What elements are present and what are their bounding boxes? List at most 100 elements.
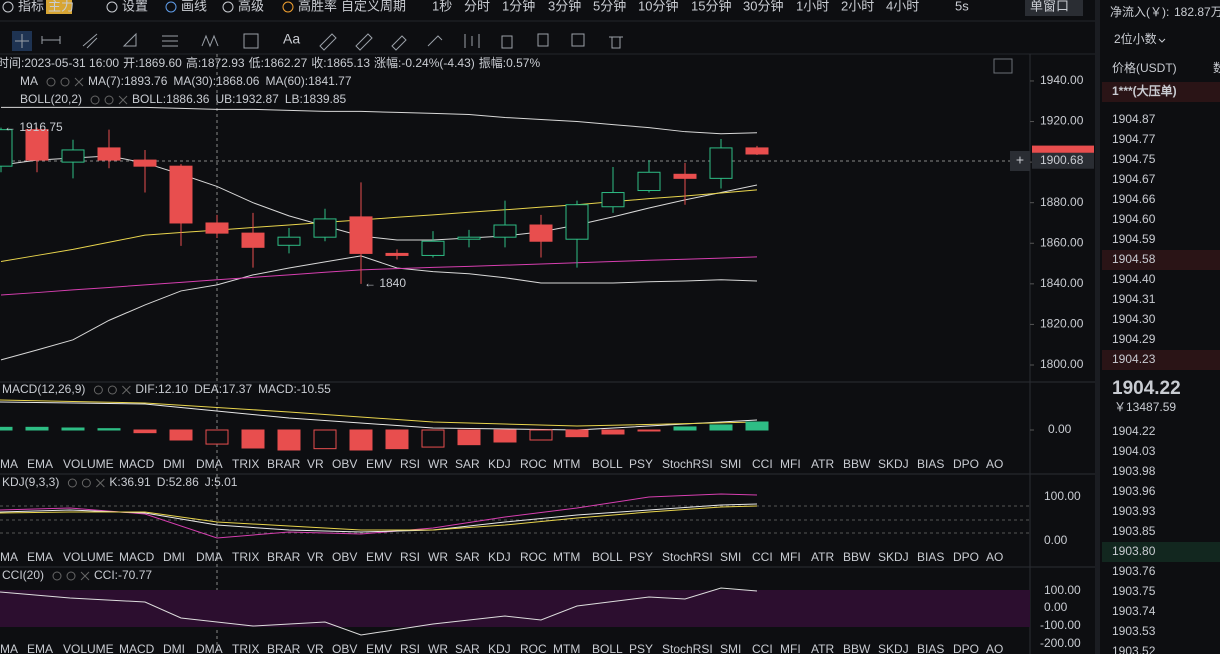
indicator-tab[interactable]: WR — [428, 642, 448, 654]
eye-icon[interactable] — [93, 385, 103, 395]
indicator-tab[interactable]: KDJ — [488, 550, 511, 564]
indicator-tab[interactable]: ROC — [520, 457, 547, 471]
close-icon[interactable] — [74, 77, 84, 87]
indicator-tab[interactable]: DMI — [163, 457, 185, 471]
toolbar-item[interactable]: 10分钟 — [638, 0, 678, 13]
indicator-tab[interactable]: KDJ — [488, 457, 511, 471]
indicator-tab[interactable]: StochRSI — [662, 457, 713, 471]
indicator-tab[interactable]: AO — [986, 642, 1003, 654]
indicator-tab[interactable]: WR — [428, 550, 448, 564]
indicator-tab[interactable]: EMV — [366, 550, 392, 564]
indicator-tab[interactable]: StochRSI — [662, 550, 713, 564]
indicator-tab[interactable]: BIAS — [917, 457, 944, 471]
toolbar-item[interactable]: 15分钟 — [691, 0, 731, 13]
eye-icon[interactable] — [46, 77, 56, 87]
plus[interactable]: + — [1016, 152, 1024, 168]
indicator-tab[interactable]: MACD — [119, 642, 155, 654]
close-icon[interactable] — [122, 385, 131, 395]
indicator-tab[interactable]: WR — [428, 457, 448, 471]
indicator-tab[interactable]: TRIX — [232, 642, 259, 654]
indicator-tab[interactable]: AO — [986, 457, 1003, 471]
toolbar-item[interactable]: 分时 — [464, 0, 490, 13]
indicator-tab[interactable]: SMI — [720, 550, 741, 564]
indicator-tab[interactable]: MA — [0, 550, 18, 564]
indicator-tab[interactable]: BBW — [843, 642, 871, 654]
eye-icon[interactable] — [52, 571, 62, 581]
indicator-tab[interactable]: PSY — [629, 642, 653, 654]
toolbar-item[interactable]: 高胜率 — [298, 0, 337, 13]
indicator-tab[interactable]: VR — [307, 642, 324, 654]
indicator-tab[interactable]: TRIX — [232, 550, 259, 564]
indicator-tab[interactable]: MTM — [553, 642, 580, 654]
indicator-tab[interactable]: VOLUME — [63, 457, 114, 471]
indicator-tab[interactable]: PSY — [629, 457, 653, 471]
indicator-tab[interactable]: DPO — [953, 642, 979, 654]
toolbar-item[interactable]: 5s — [955, 0, 969, 13]
indicator-tab[interactable]: MACD — [119, 550, 155, 564]
toolbar-item[interactable]: 4小时 — [886, 0, 919, 13]
indicator-tab[interactable]: CCI — [752, 642, 773, 654]
crosshair-plus[interactable] — [1010, 151, 1030, 171]
toolbar-item[interactable]: 指标 — [18, 0, 44, 13]
indicator-tab[interactable]: BRAR — [267, 550, 301, 564]
splitter[interactable] — [1095, 0, 1100, 654]
decimals[interactable]: 2位小数 — [1114, 31, 1157, 46]
eye-icon[interactable] — [67, 478, 77, 488]
indicator-tab[interactable]: SAR — [455, 457, 480, 471]
toolbar-item[interactable]: 1小时 — [796, 0, 829, 13]
toolbar-item[interactable]: 1秒 — [432, 0, 452, 13]
indicator-tab[interactable]: EMA — [27, 550, 53, 564]
indicator-tab[interactable]: OBV — [332, 457, 357, 471]
settings-icon[interactable] — [66, 571, 76, 581]
indicator-tab[interactable]: BOLL — [592, 642, 623, 654]
indicator-tab[interactable]: EMV — [366, 457, 392, 471]
indicator-tab[interactable]: OBV — [332, 642, 357, 654]
indicator-tab[interactable]: BBW — [843, 550, 871, 564]
indicator-tab[interactable]: DPO — [953, 457, 979, 471]
toolbar-item[interactable]: 单窗口 — [1030, 0, 1069, 13]
indicator-tab[interactable]: CCI — [752, 550, 773, 564]
indicator-tab[interactable]: SMI — [720, 457, 741, 471]
indicator-tab[interactable]: ROC — [520, 550, 547, 564]
indicator-tab[interactable]: AO — [986, 550, 1003, 564]
indicator-tab[interactable]: PSY — [629, 550, 653, 564]
toolbar-item[interactable]: 5分钟 — [593, 0, 626, 13]
indicator-tab[interactable]: EMV — [366, 642, 392, 654]
indicator-tab[interactable]: ATR — [811, 642, 834, 654]
close-icon[interactable] — [118, 95, 128, 105]
indicator-tab[interactable]: MA — [0, 457, 18, 471]
indicator-tab[interactable]: SMI — [720, 642, 741, 654]
toolbar-item[interactable]: 设置 — [122, 0, 148, 13]
indicator-tab[interactable]: TRIX — [232, 457, 259, 471]
eye-icon[interactable] — [90, 95, 100, 105]
settings-icon[interactable] — [107, 385, 117, 395]
indicator-tab[interactable]: DMA — [196, 457, 223, 471]
indicator-tab[interactable]: RSI — [400, 550, 420, 564]
indicator-tab[interactable]: KDJ — [488, 642, 511, 654]
indicator-tab[interactable]: MTM — [553, 550, 580, 564]
indicator-tab[interactable]: BOLL — [592, 550, 623, 564]
indicator-tab[interactable]: SKDJ — [878, 550, 909, 564]
indicator-tab[interactable]: MFI — [780, 642, 801, 654]
indicator-tab[interactable]: BIAS — [917, 550, 944, 564]
indicator-tab[interactable]: CCI — [752, 457, 773, 471]
indicator-tab[interactable]: RSI — [400, 457, 420, 471]
toolbar-item[interactable]: 主力 — [48, 0, 74, 13]
indicator-tab[interactable]: DMI — [163, 642, 185, 654]
indicator-tab[interactable]: DMA — [196, 550, 223, 564]
toolbar-item[interactable]: 3分钟 — [548, 0, 581, 13]
indicator-tab[interactable]: BRAR — [267, 457, 301, 471]
indicator-tab[interactable]: RSI — [400, 642, 420, 654]
indicator-tab[interactable]: MTM — [553, 457, 580, 471]
close-icon[interactable] — [80, 571, 90, 581]
tool-text[interactable]: Aa — [283, 31, 300, 47]
toolbar-item[interactable]: 高级 — [238, 0, 264, 13]
indicator-tab[interactable]: ATR — [811, 550, 834, 564]
expand-icon[interactable] — [993, 58, 1013, 74]
indicator-tab[interactable]: SAR — [455, 550, 480, 564]
toolbar-item[interactable]: 画线 — [181, 0, 207, 13]
indicator-tab[interactable]: VOLUME — [63, 642, 114, 654]
indicator-tab[interactable]: SAR — [455, 642, 480, 654]
indicator-tab[interactable]: VR — [307, 550, 324, 564]
indicator-tab[interactable]: MFI — [780, 550, 801, 564]
